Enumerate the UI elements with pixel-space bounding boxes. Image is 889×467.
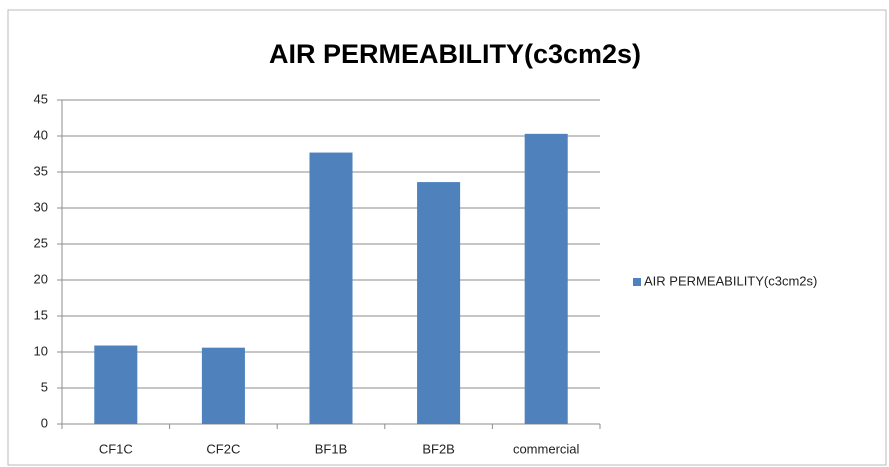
chart-title: AIR PERMEABILITY(c3cm2s) xyxy=(269,39,641,69)
y-tick-label: 5 xyxy=(41,379,48,394)
y-tick-label: 40 xyxy=(34,127,48,142)
bar xyxy=(94,345,138,424)
y-tick-label: 30 xyxy=(34,199,48,214)
y-tick-label: 20 xyxy=(34,271,48,286)
y-tick-label: 15 xyxy=(34,307,48,322)
y-tick-label: 35 xyxy=(34,163,48,178)
y-tick-label: 25 xyxy=(34,235,48,250)
bar xyxy=(417,182,461,424)
x-tick-label: BF2B xyxy=(422,441,455,456)
x-tick-label: commercial xyxy=(513,441,580,456)
x-tick-label: CF2C xyxy=(206,441,240,456)
legend-label: AIR PERMEABILITY(c3cm2s) xyxy=(644,273,817,288)
x-tick-label: CF1C xyxy=(99,441,133,456)
x-tick-label: BF1B xyxy=(315,441,348,456)
bar xyxy=(309,152,353,424)
bar xyxy=(524,133,568,424)
y-tick-label: 0 xyxy=(41,415,48,430)
bar xyxy=(201,347,245,424)
y-tick-label: 10 xyxy=(34,343,48,358)
legend-swatch xyxy=(633,278,641,286)
y-tick-label: 45 xyxy=(34,91,48,106)
